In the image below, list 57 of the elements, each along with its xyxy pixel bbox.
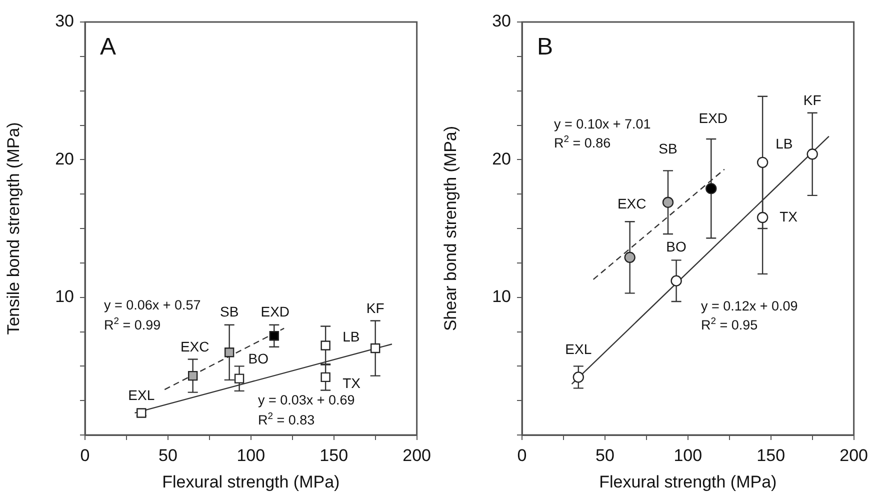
annotation: BO — [666, 238, 687, 255]
x-tick-label: 50 — [158, 446, 178, 465]
annotation: y = 0.10x + 7.01 — [554, 116, 651, 132]
annotation: BO — [248, 350, 269, 366]
point — [370, 343, 380, 354]
annotation: EXD — [698, 110, 728, 126]
annotation: EXC — [617, 195, 646, 212]
annotation: y = 0.06x + 0.57 — [104, 298, 201, 313]
annotation: y = 0.03x + 0.69 — [258, 392, 355, 408]
x-tick-label: 200 — [840, 446, 868, 465]
x-tick-label: 100 — [236, 446, 266, 465]
point — [706, 182, 717, 194]
point — [224, 348, 234, 358]
y-tick-label: 30 — [492, 12, 511, 31]
annotation: EXL — [565, 341, 592, 358]
point — [662, 196, 674, 208]
y-tick-label: 10 — [55, 287, 74, 306]
point — [188, 370, 198, 381]
annotation: TX — [780, 208, 798, 224]
annotation: SB — [220, 303, 239, 320]
x-tick-label: 0 — [80, 446, 90, 465]
point — [234, 374, 244, 384]
x-tick-label: 150 — [320, 446, 348, 465]
annotation: EXD — [260, 304, 290, 320]
annotation: KF — [366, 300, 384, 316]
point — [320, 372, 330, 382]
annotation: EXC — [180, 338, 210, 355]
annotation: EXL — [128, 386, 155, 403]
y-tick-label: 20 — [55, 149, 74, 168]
annotation: LB — [776, 135, 793, 152]
y-tick-label: 20 — [492, 149, 511, 168]
annotation: LB — [342, 328, 360, 344]
annotation: TX — [342, 375, 362, 392]
x-tick-label: 0 — [517, 446, 527, 465]
y-axis-title: Tensile bond strength (MPa) — [4, 122, 23, 335]
point — [269, 331, 279, 341]
point — [756, 212, 768, 224]
x-axis-title: Flexural strength (MPa) — [599, 472, 777, 492]
annotation: SB — [658, 140, 678, 157]
point — [320, 340, 330, 350]
y-tick-label: 10 — [492, 287, 511, 306]
point — [806, 148, 818, 160]
y-axis-title: Shear bond strength (MPa) — [440, 126, 460, 332]
x-axis-title: Flexural strength (MPa) — [162, 472, 340, 492]
annotation: KF — [803, 92, 822, 108]
point — [572, 372, 584, 383]
y-tick-label: 30 — [55, 12, 74, 31]
annotation: y = 0.12x + 0.09 — [701, 298, 798, 314]
text: A — [100, 34, 116, 61]
text: B — [537, 34, 554, 61]
point — [756, 156, 768, 168]
x-tick-label: 200 — [402, 446, 432, 465]
point — [624, 252, 636, 264]
x-tick-label: 150 — [756, 446, 786, 465]
point — [670, 275, 682, 286]
x-tick-label: 50 — [595, 446, 614, 465]
x-tick-label: 100 — [674, 446, 702, 465]
